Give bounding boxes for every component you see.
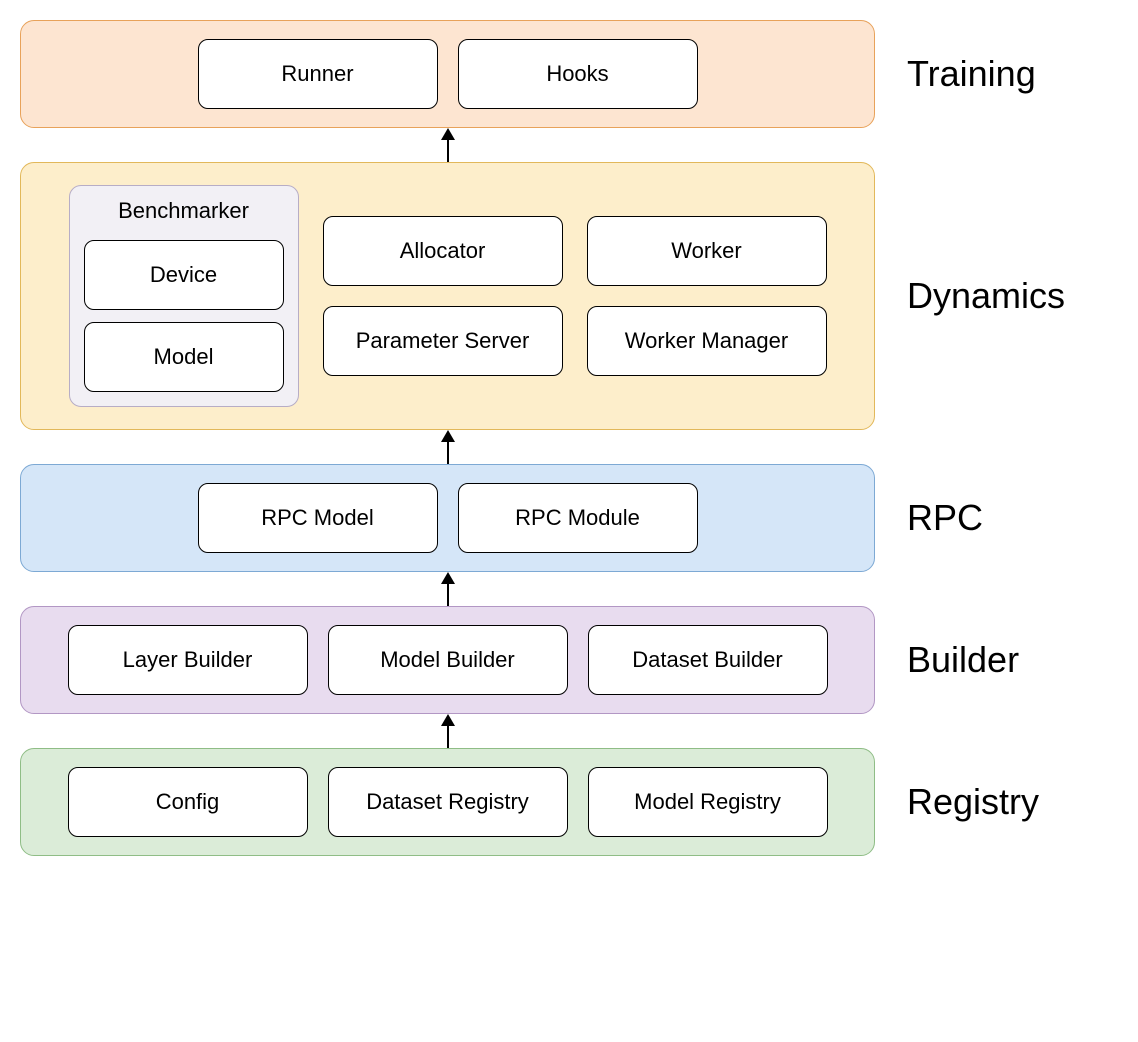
layer-row-registry: Config Dataset Registry Model Registry R… bbox=[20, 748, 1118, 856]
layer-training: Runner Hooks bbox=[20, 20, 875, 128]
box-dataset-builder: Dataset Builder bbox=[588, 625, 828, 695]
layer-rpc: RPC Model RPC Module bbox=[20, 464, 875, 572]
subgroup-benchmarker: Benchmarker Device Model bbox=[69, 185, 299, 407]
box-hooks: Hooks bbox=[458, 39, 698, 109]
box-worker-manager: Worker Manager bbox=[587, 306, 827, 376]
box-model-builder: Model Builder bbox=[328, 625, 568, 695]
arrow-rpc-builder bbox=[20, 572, 875, 606]
layer-row-rpc: RPC Model RPC Module RPC bbox=[20, 464, 1118, 572]
box-runner: Runner bbox=[198, 39, 438, 109]
layer-label-dynamics: Dynamics bbox=[875, 275, 1095, 317]
layer-label-builder: Builder bbox=[875, 639, 1095, 681]
box-config: Config bbox=[68, 767, 308, 837]
layer-registry: Config Dataset Registry Model Registry bbox=[20, 748, 875, 856]
layer-row-builder: Layer Builder Model Builder Dataset Buil… bbox=[20, 606, 1118, 714]
layer-label-rpc: RPC bbox=[875, 497, 1095, 539]
subgroup-title-benchmarker: Benchmarker bbox=[84, 198, 284, 224]
architecture-diagram: Runner Hooks Training Benchmarker Device… bbox=[20, 20, 1118, 856]
box-layer-builder: Layer Builder bbox=[68, 625, 308, 695]
arrow-builder-registry bbox=[20, 714, 875, 748]
box-allocator: Allocator bbox=[323, 216, 563, 286]
box-rpc-model: RPC Model bbox=[198, 483, 438, 553]
arrow-training-dynamics bbox=[20, 128, 875, 162]
arrow-dynamics-rpc bbox=[20, 430, 875, 464]
layer-label-training: Training bbox=[875, 53, 1095, 95]
layer-label-registry: Registry bbox=[875, 781, 1095, 823]
box-parameter-server: Parameter Server bbox=[323, 306, 563, 376]
box-model-registry: Model Registry bbox=[588, 767, 828, 837]
dynamics-col-1: Allocator Parameter Server bbox=[323, 216, 563, 376]
layer-dynamics: Benchmarker Device Model Allocator Param… bbox=[20, 162, 875, 430]
layer-row-training: Runner Hooks Training bbox=[20, 20, 1118, 128]
box-rpc-module: RPC Module bbox=[458, 483, 698, 553]
box-dataset-registry: Dataset Registry bbox=[328, 767, 568, 837]
box-worker: Worker bbox=[587, 216, 827, 286]
layer-row-dynamics: Benchmarker Device Model Allocator Param… bbox=[20, 162, 1118, 430]
box-device: Device bbox=[84, 240, 284, 310]
dynamics-col-2: Worker Worker Manager bbox=[587, 216, 827, 376]
box-model: Model bbox=[84, 322, 284, 392]
layer-builder: Layer Builder Model Builder Dataset Buil… bbox=[20, 606, 875, 714]
